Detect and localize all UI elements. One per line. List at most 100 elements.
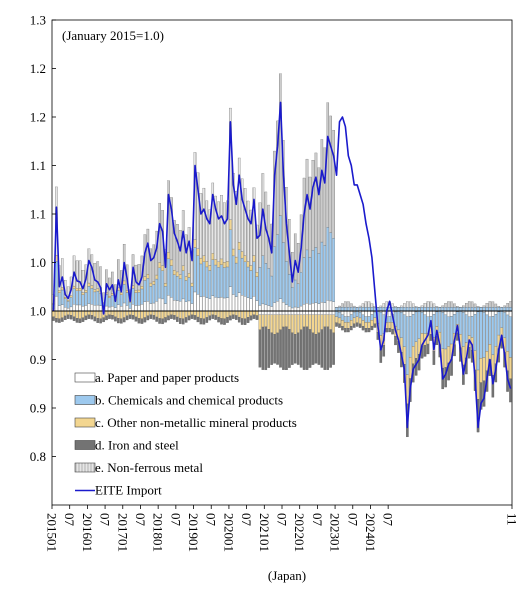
bar-segment-chem: [509, 307, 511, 311]
bar-segment-nonmetal: [409, 357, 411, 378]
bar-segment-iron: [150, 315, 152, 319]
bar-segment-paper: [444, 311, 446, 315]
bar-segment-iron: [309, 329, 311, 367]
bar-segment-nonmetal: [82, 293, 84, 295]
y-tick-label: 0.9: [30, 352, 46, 367]
bar-segment-nonfer: [217, 202, 219, 262]
bar-segment-nonfer: [427, 301, 429, 307]
bar-segment-chem: [329, 233, 331, 301]
bar-segment-paper: [120, 306, 122, 311]
bar-segment-nonfer: [391, 304, 393, 307]
bar-segment-nonmetal: [235, 257, 237, 263]
bar-segment-chem: [371, 307, 373, 311]
bar-segment-nonmetal: [253, 256, 255, 262]
bar-segment-iron: [164, 318, 166, 323]
bar-segment-nonmetal: [141, 286, 143, 289]
bar-segment-iron: [226, 317, 228, 322]
bar-segment-chem: [480, 307, 482, 311]
bar-segment-nonmetal: [374, 318, 376, 324]
bar-segment-nonfer: [495, 304, 497, 307]
bar-segment-chem: [182, 271, 184, 299]
bar-segment-iron: [273, 334, 275, 363]
bar-segment-nonfer: [76, 261, 78, 289]
bar-segment-chem: [356, 311, 358, 317]
bar-segment-nonmetal: [212, 253, 214, 259]
bar-segment-nonmetal: [327, 315, 329, 327]
bar-segment-iron: [203, 319, 205, 325]
bar-segment-paper: [282, 311, 284, 315]
legend-label: EITE Import: [95, 483, 162, 498]
bar-segment-iron: [371, 326, 373, 330]
bar-segment-chem: [462, 312, 464, 346]
bar-segment-chem: [247, 267, 249, 298]
bar-segment-nonfer: [138, 264, 140, 290]
bar-segment-paper: [406, 311, 408, 317]
bar-segment-iron: [85, 316, 87, 320]
bar-segment-nonmetal: [194, 240, 196, 248]
bar-segment-nonfer: [341, 304, 343, 308]
bar-segment-nonmetal: [206, 311, 208, 317]
bar-segment-paper: [244, 296, 246, 311]
bar-segment-iron: [300, 330, 302, 368]
bar-segment-chem: [427, 307, 429, 311]
bar-segment-nonmetal: [200, 258, 202, 264]
bar-segment-iron: [324, 327, 326, 370]
bar-segment-iron: [344, 328, 346, 332]
bar-segment-nonmetal: [61, 287, 63, 290]
bar-segment-nonfer: [365, 302, 367, 308]
bar-segment-chem: [344, 307, 346, 311]
bar-segment-paper: [306, 303, 308, 311]
bar-segment-nonmetal: [138, 311, 140, 318]
bar-segment-iron: [144, 318, 146, 323]
bar-segment-paper: [91, 304, 93, 311]
bar-segment-nonfer: [321, 139, 323, 242]
bar-segment-paper: [300, 311, 302, 315]
bar-segment-iron: [327, 327, 329, 370]
bar-segment-nonmetal: [212, 311, 214, 315]
bar-segment-iron: [120, 319, 122, 324]
bar-segment-chem: [509, 317, 511, 358]
bar-segment-nonmetal: [220, 311, 222, 318]
bar-segment-paper: [341, 311, 343, 315]
bar-segment-nonmetal: [282, 315, 284, 327]
bar-segment-chem: [486, 307, 488, 311]
bar-segment-nonmetal: [88, 311, 90, 315]
bar-segment-paper: [309, 304, 311, 311]
bar-segment-nonfer: [383, 303, 385, 307]
bar-segment-chem: [483, 312, 485, 357]
x-tick-label: 201601: [80, 513, 95, 552]
bar-segment-paper: [61, 305, 63, 311]
bar-segment-chem: [79, 291, 81, 305]
bar-segment-iron: [362, 326, 364, 330]
bar-segment-nonfer: [453, 304, 455, 307]
bar-segment-paper: [64, 307, 66, 311]
bar-segment-chem: [424, 307, 426, 311]
bar-segment-nonmetal: [256, 311, 258, 316]
bar-segment-iron: [132, 315, 134, 319]
bar-segment-paper: [212, 296, 214, 311]
bar-segment-iron: [329, 330, 331, 368]
bar-segment-nonmetal: [489, 344, 491, 360]
bar-segment-chem: [383, 307, 385, 311]
bar-segment-nonmetal: [153, 281, 155, 284]
bar-segment-nonmetal: [285, 315, 287, 327]
x-tick-label: 07: [98, 513, 113, 527]
bar-segment-nonfer: [353, 306, 355, 307]
bar-segment-chem: [229, 230, 231, 287]
bar-segment-chem: [365, 317, 367, 323]
bar-segment-iron: [427, 344, 429, 354]
bar-segment-nonmetal: [153, 311, 155, 315]
bar-segment-nonmetal: [238, 311, 240, 317]
bar-segment-paper: [161, 299, 163, 311]
bar-segment-chem: [335, 307, 337, 311]
bar-segment-iron: [111, 315, 113, 319]
bar-segment-iron: [291, 333, 293, 365]
bar-segment-nonfer: [238, 158, 240, 242]
bar-segment-nonmetal: [235, 311, 237, 316]
bar-segment-nonmetal: [182, 266, 184, 271]
bar-segment-chem: [117, 290, 119, 304]
bar-segment-iron: [176, 317, 178, 322]
bar-segment-nonfer: [153, 245, 155, 281]
bar-segment-paper: [188, 301, 190, 311]
bar-segment-iron: [67, 315, 69, 319]
